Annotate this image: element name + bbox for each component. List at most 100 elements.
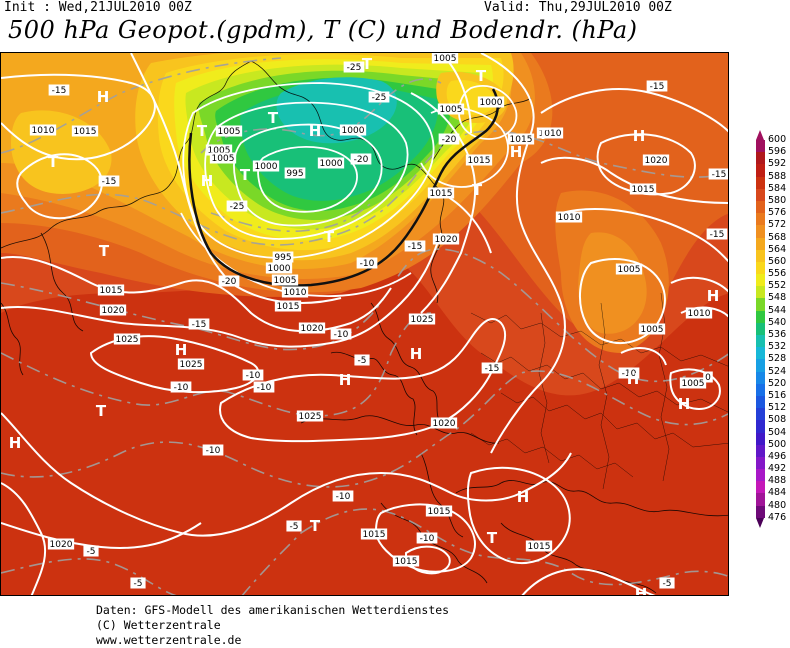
isotherm-label: -10 — [618, 367, 640, 379]
isobar-label: 1010 — [281, 286, 309, 298]
svg-text:1005: 1005 — [274, 276, 297, 286]
high-pressure-marker: H — [410, 345, 423, 363]
isobar-label: 1015 — [525, 540, 553, 552]
low-pressure-center-contours — [180, 82, 518, 297]
isotherm-label: -5 — [286, 520, 302, 532]
legend-bottom-arrow — [756, 518, 764, 529]
svg-text:-10: -10 — [622, 369, 637, 379]
legend-level-label: 520 — [768, 377, 787, 389]
legend-swatch — [756, 261, 765, 275]
weather-map[interactable]: 1005 1000 1005 1005 1000 1005 1005 1000 995 1000 9… — [0, 52, 729, 596]
legend-swatch — [756, 456, 765, 470]
low-pressure-marker: T — [324, 228, 335, 246]
legend-level-label: 480 — [768, 499, 787, 511]
isobar-label: 1010 — [29, 124, 57, 136]
isobar-label: 1005 — [437, 103, 465, 115]
legend-level-label: 596 — [768, 146, 787, 158]
map-title: 500 hPa Geopot.(gpdm), T (C) und Bodendr… — [8, 16, 638, 44]
isobar-label: 1020 — [298, 322, 326, 334]
svg-text:-10: -10 — [246, 371, 261, 381]
low-pressure-marker: T — [240, 166, 251, 184]
isotherm-label: -15 — [646, 80, 668, 92]
legend-swatch — [756, 444, 765, 457]
svg-text:-15: -15 — [52, 86, 67, 96]
legend-swatch — [756, 286, 765, 299]
svg-text:1015: 1015 — [100, 286, 123, 296]
svg-text:1010: 1010 — [284, 288, 307, 298]
isobar-label: 1020 — [99, 304, 127, 316]
legend-swatch — [756, 249, 765, 262]
isotherm-label: -15 — [706, 228, 728, 240]
svg-text:1020: 1020 — [645, 156, 668, 166]
svg-text:-25: -25 — [372, 93, 387, 103]
svg-text:-5: -5 — [290, 522, 299, 532]
isobar-label: 1010 — [555, 211, 583, 223]
isobar-label: 1020 — [47, 538, 75, 550]
svg-text:1010: 1010 — [688, 309, 711, 319]
isotherm-label: -25 — [343, 61, 365, 73]
isotherm-label: -5 — [354, 354, 370, 366]
svg-text:-10: -10 — [336, 492, 351, 502]
isotherm-label: -25 — [226, 200, 248, 212]
legend-swatch — [756, 432, 765, 445]
isobar-label: 1005 — [679, 377, 707, 389]
legend-level-label: 504 — [768, 426, 787, 438]
high-pressure-marker: H — [339, 371, 352, 389]
legend-level-label: 508 — [768, 414, 787, 426]
legend-level-label: 544 — [768, 304, 787, 316]
legend-level-label: 492 — [768, 463, 787, 475]
legend-swatch — [756, 395, 765, 409]
svg-text:1005: 1005 — [440, 105, 463, 115]
footer-copyright: (C) Wetterzentrale — [96, 618, 221, 632]
high-pressure-marker: H — [9, 434, 22, 452]
svg-text:-10: -10 — [420, 534, 435, 544]
high-pressure-marker: H — [635, 585, 648, 596]
legend-swatch — [756, 420, 765, 433]
legend-color-bar — [756, 140, 765, 518]
high-pressure-marker: H — [510, 143, 523, 161]
isotherm-label: -15 — [48, 84, 70, 96]
svg-text:1020: 1020 — [102, 306, 125, 316]
high-pressure-marker: H — [678, 395, 691, 413]
high-pressure-markers: H H H H H H H H H H H H H H — [9, 88, 720, 596]
low-pressure-marker: T — [362, 55, 373, 73]
svg-text:1015: 1015 — [74, 127, 97, 137]
svg-text:1005: 1005 — [618, 265, 641, 275]
isobar-label: 1005 — [638, 323, 666, 335]
low-pressure-marker: T — [487, 529, 498, 547]
temperature-labels: -25 -25 -25 -20 -20 -20 -15 -15 -15 -15 -15 -15 -15 -… — [48, 61, 728, 589]
isotherm-label: -10 — [332, 490, 354, 502]
svg-text:995: 995 — [274, 253, 291, 263]
legend-level-label: 576 — [768, 207, 787, 219]
isobar-label: 1020 — [642, 154, 670, 166]
legend-level-label: 552 — [768, 280, 787, 292]
svg-text:1015: 1015 — [428, 507, 451, 517]
legend-swatch — [756, 188, 765, 201]
isotherm-label: -20 — [218, 275, 240, 287]
legend-level-label: 584 — [768, 182, 787, 194]
isotherm-label: -10 — [253, 381, 275, 393]
isotherm-label: -5 — [659, 577, 675, 589]
svg-text:-15: -15 — [192, 320, 207, 330]
low-pressure-markers: T T T T T T T T T T T T T — [48, 55, 549, 547]
legend-swatch — [756, 176, 765, 189]
legend-level-label: 484 — [768, 487, 787, 499]
isobar-label: 1015 — [97, 284, 125, 296]
legend-level-label: 500 — [768, 438, 787, 450]
svg-text:1020: 1020 — [301, 324, 324, 334]
svg-text:1020: 1020 — [50, 540, 73, 550]
svg-text:-10: -10 — [257, 383, 272, 393]
legend-level-label: 528 — [768, 353, 787, 365]
legend-swatch — [756, 493, 765, 506]
svg-text:-10: -10 — [360, 259, 375, 269]
isotherm-label: -5 — [83, 545, 99, 557]
svg-text:1010: 1010 — [32, 126, 55, 136]
isobar-label: 1010 — [536, 127, 564, 139]
svg-text:1010: 1010 — [558, 213, 581, 223]
legend-swatch — [756, 152, 765, 165]
isobar-label: 1015 — [274, 300, 302, 312]
isobar-label: 1010 — [685, 307, 713, 319]
pressure-isobars — [1, 53, 728, 595]
svg-text:-15: -15 — [650, 82, 665, 92]
footer-website: www.wetterzentrale.de — [96, 633, 242, 647]
